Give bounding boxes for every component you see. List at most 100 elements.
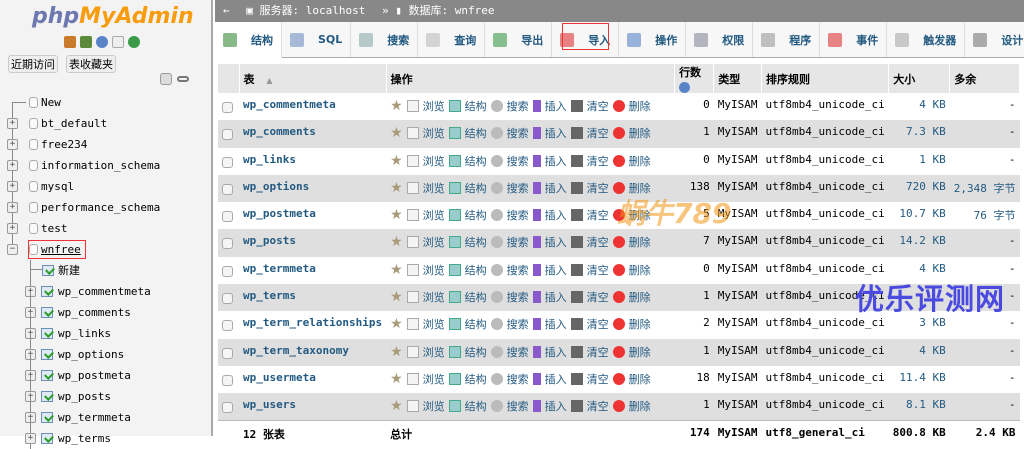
row-checkbox[interactable] [222,293,233,305]
drop-link[interactable]: 删除 [628,400,651,414]
favorite-star-icon[interactable]: ★ [390,343,403,360]
search-link[interactable]: 搜索 [506,181,529,195]
search-link[interactable]: 搜索 [506,400,529,414]
row-checkbox[interactable] [222,129,233,141]
structure-link[interactable]: 结构 [464,291,487,305]
sidebar-db-item[interactable]: + free234 [0,134,211,155]
browse-link[interactable]: 浏览 [422,100,445,113]
sidebar-table-item[interactable]: + wp_options [0,333,211,365]
structure-link[interactable]: 结构 [464,236,487,250]
sort-icon[interactable]: ▲ [266,75,273,85]
favorite-star-icon[interactable]: ★ [390,316,403,333]
table-size[interactable]: 7.3 KB [888,120,950,148]
empty-link[interactable]: 清空 [586,181,609,195]
insert-link[interactable]: 插入 [544,400,567,414]
empty-link[interactable]: 清空 [586,291,609,305]
browse-link[interactable]: 浏览 [422,400,445,414]
column-table[interactable]: 表 ▲ [239,64,387,93]
structure-link[interactable]: 结构 [464,345,487,359]
browse-link[interactable]: 浏览 [422,236,445,250]
drop-link[interactable]: 删除 [628,318,651,332]
expand-icon[interactable]: + [7,202,18,213]
sidebar-table-item[interactable]: + wp_posts [0,375,211,407]
structure-link[interactable]: 结构 [464,263,487,277]
favorite-star-icon[interactable]: ★ [390,125,403,142]
favorite-star-icon[interactable]: ★ [390,234,403,251]
expand-icon[interactable]: + [7,223,18,234]
sidebar-db-item[interactable]: + bt_default [0,113,211,134]
row-checkbox[interactable] [222,102,233,113]
browse-link[interactable]: 浏览 [422,181,445,195]
browse-link[interactable]: 浏览 [422,209,445,223]
drop-link[interactable]: 删除 [628,127,651,141]
tab-3[interactable]: 查询 [418,22,486,57]
table-size[interactable]: 1 KB [888,147,950,175]
search-link[interactable]: 搜索 [506,236,529,250]
table-name-link[interactable]: wp_commentmeta [239,93,387,121]
docs-icon[interactable] [112,36,124,48]
sidebar-db-item[interactable]: + test [0,218,211,239]
drop-link[interactable]: 删除 [628,154,651,168]
expand-icon[interactable]: + [7,181,18,192]
tab-10[interactable]: 触发器 [887,22,966,57]
table-name-link[interactable]: wp_users [239,393,387,421]
structure-link[interactable]: 结构 [464,154,487,168]
empty-link[interactable]: 清空 [586,236,609,250]
help-icon[interactable] [96,36,108,48]
table-size[interactable]: 4 KB [888,338,950,366]
favorite-star-icon[interactable]: ★ [390,152,403,169]
sidebar-db-item[interactable]: + information_schema [0,155,211,176]
table-size[interactable] [888,284,950,312]
empty-link[interactable]: 清空 [586,263,609,277]
tab-7[interactable]: 权限 [686,22,754,57]
insert-link[interactable]: 插入 [544,100,567,113]
empty-link[interactable]: 清空 [586,372,609,386]
drop-link[interactable]: 删除 [628,263,651,277]
breadcrumb-database[interactable]: 数据库: wnfree [408,4,495,17]
table-name-link[interactable]: wp_terms [239,284,387,312]
table-size[interactable]: 11.4 KB [888,365,950,394]
table-name-link[interactable]: wp_links [239,147,387,175]
table-size[interactable]: 14.2 KB [888,229,950,257]
reload-icon[interactable] [128,36,140,48]
browse-link[interactable]: 浏览 [422,318,445,332]
empty-link[interactable]: 清空 [586,100,609,113]
browse-link[interactable]: 浏览 [422,372,445,386]
search-link[interactable]: 搜索 [506,154,529,168]
row-checkbox[interactable] [222,374,233,386]
empty-link[interactable]: 清空 [586,209,609,223]
structure-link[interactable]: 结构 [464,181,487,195]
tab-8[interactable]: 程序 [753,22,821,57]
column-overhead[interactable]: 多余 [949,64,1020,93]
drop-link[interactable]: 删除 [628,100,651,113]
expand-icon[interactable]: + [7,139,18,150]
sidebar-table-item[interactable]: + wp_comments [0,291,211,323]
empty-link[interactable]: 清空 [586,154,609,168]
tab-6[interactable]: 操作 [619,22,687,57]
favorite-star-icon[interactable]: ★ [390,207,403,224]
insert-link[interactable]: 插入 [544,318,567,332]
tab-1[interactable]: SQL [282,22,352,57]
phpmyadmin-logo[interactable]: phpMyAdmin [32,4,194,29]
browse-link[interactable]: 浏览 [422,154,445,168]
tab-0[interactable]: 结构 [215,22,282,58]
table-name-link[interactable]: wp_term_taxonomy [239,338,387,366]
sidebar-table-item[interactable]: + wp_termmeta [0,396,211,428]
insert-link[interactable]: 插入 [544,263,567,277]
column-size[interactable]: 大小 [888,64,951,93]
insert-link[interactable]: 插入 [544,236,567,250]
table-size[interactable]: 3 KB [888,311,950,339]
favorite-star-icon[interactable]: ★ [390,98,403,114]
favorites-button[interactable]: 表收藏夹 [66,55,116,73]
search-link[interactable]: 搜索 [506,345,529,359]
row-checkbox[interactable] [222,211,233,223]
favorite-star-icon[interactable]: ★ [390,179,403,196]
favorite-star-icon[interactable]: ★ [390,398,403,415]
search-link[interactable]: 搜索 [506,318,529,332]
table-name-link[interactable]: wp_posts [239,229,387,257]
row-checkbox[interactable] [222,183,233,195]
recent-button[interactable]: 近期访问 [8,55,58,73]
drop-link[interactable]: 删除 [628,181,651,195]
drop-link[interactable]: 删除 [628,236,651,250]
drop-link[interactable]: 删除 [628,209,651,223]
